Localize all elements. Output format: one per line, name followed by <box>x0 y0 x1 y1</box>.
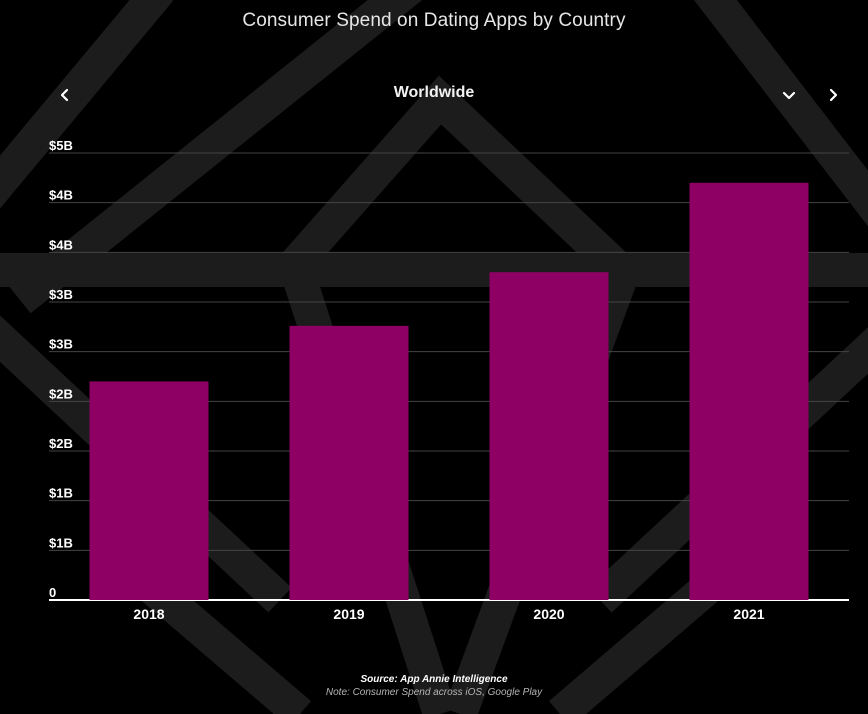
x-tick-label: 2018 <box>133 606 164 622</box>
bar-2020[interactable] <box>489 272 609 600</box>
country-dropdown-button[interactable] <box>776 82 802 108</box>
bar-2018[interactable] <box>89 381 209 600</box>
y-tick-label: $1B <box>49 486 73 501</box>
chevron-down-icon <box>782 91 796 100</box>
source-text: Source: App Annie Intelligence <box>360 674 508 685</box>
y-tick-label: $3B <box>49 287 73 302</box>
chart-title: Consumer Spend on Dating Apps by Country <box>242 10 626 31</box>
y-tick-label: $2B <box>49 386 73 401</box>
y-tick-label: $3B <box>49 337 73 352</box>
y-tick-label: $4B <box>49 237 73 252</box>
bar-2021[interactable] <box>689 182 809 601</box>
bar-2019[interactable] <box>289 325 409 600</box>
y-tick-label: 0 <box>49 585 56 600</box>
x-tick-label: 2020 <box>533 606 564 622</box>
chevron-right-icon <box>829 88 838 102</box>
country-selector-label[interactable]: Worldwide <box>393 84 475 101</box>
y-tick-label: $5B <box>49 138 73 153</box>
x-tick-label: 2019 <box>333 606 364 622</box>
note-text: Note: Consumer Spend across iOS, Google … <box>325 687 543 698</box>
y-tick-label: $1B <box>49 535 73 550</box>
chevron-left-icon <box>60 88 69 102</box>
x-tick-label: 2021 <box>733 606 764 622</box>
previous-country-button[interactable] <box>52 82 78 108</box>
y-tick-label: $4B <box>49 188 73 203</box>
y-tick-label: $2B <box>49 436 73 451</box>
next-country-button[interactable] <box>820 82 846 108</box>
